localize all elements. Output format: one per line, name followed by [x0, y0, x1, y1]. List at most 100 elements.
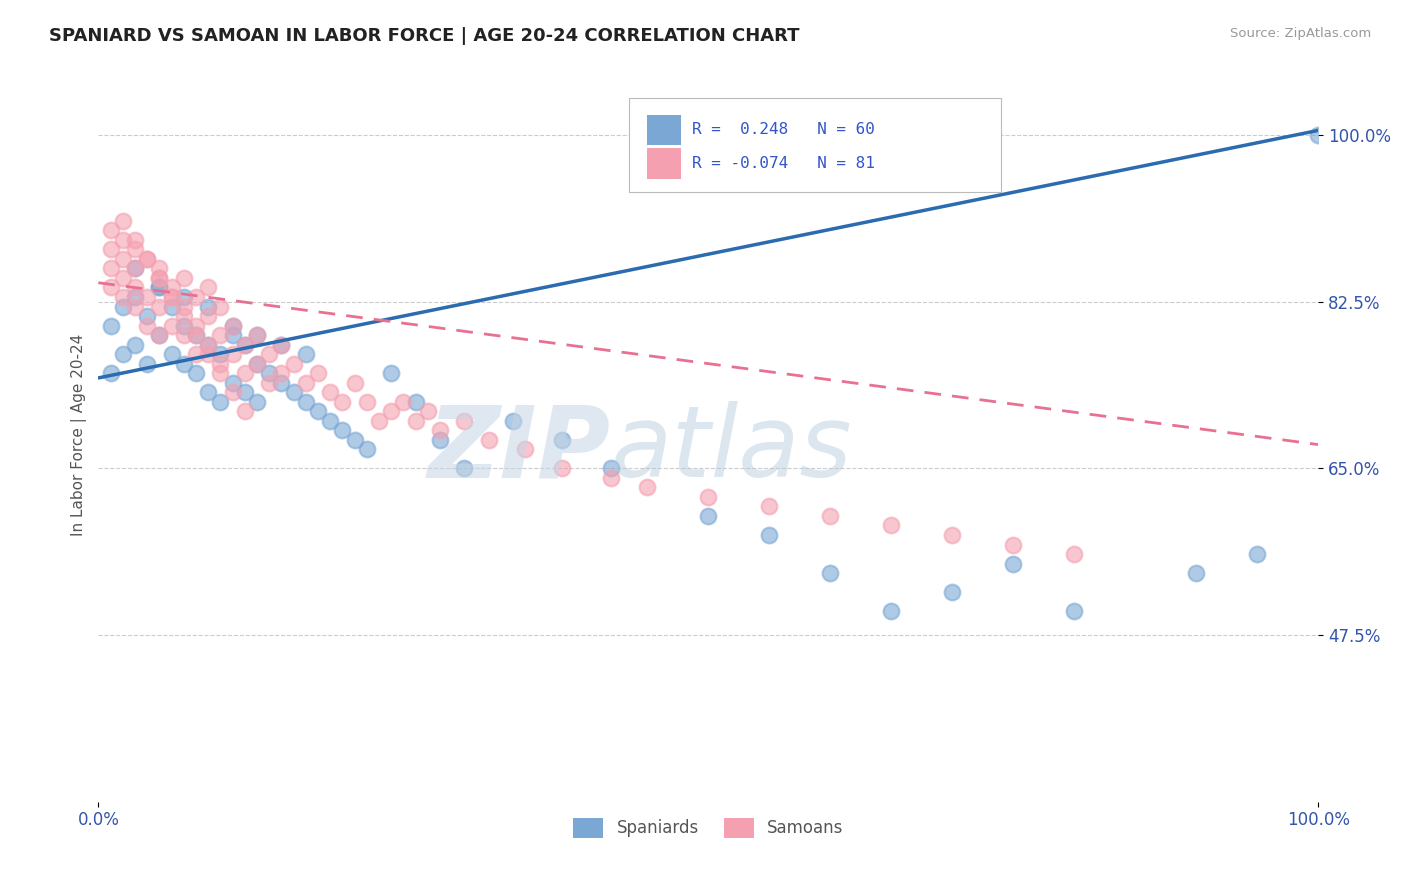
Point: [124, 337, 146, 351]
Point: [380, 366, 402, 380]
Point: [148, 328, 170, 343]
Point: [124, 243, 146, 257]
Point: [880, 604, 903, 618]
Point: [551, 461, 574, 475]
Point: [111, 347, 134, 361]
Point: [173, 318, 195, 333]
Point: [111, 271, 134, 285]
Text: R = -0.074   N = 81: R = -0.074 N = 81: [693, 155, 876, 170]
Point: [197, 300, 219, 314]
Point: [221, 328, 243, 343]
Point: [478, 433, 501, 447]
Point: [294, 347, 316, 361]
Point: [100, 318, 122, 333]
Point: [356, 394, 378, 409]
Point: [100, 243, 122, 257]
Point: [209, 300, 232, 314]
Point: [343, 433, 366, 447]
Point: [233, 366, 256, 380]
Point: [246, 357, 269, 371]
Point: [148, 271, 170, 285]
Point: [136, 290, 159, 304]
Point: [1002, 537, 1025, 551]
Point: [209, 357, 232, 371]
Point: [209, 328, 232, 343]
Point: [197, 337, 219, 351]
Point: [257, 366, 280, 380]
Point: [111, 214, 134, 228]
Point: [294, 376, 316, 390]
Point: [184, 328, 207, 343]
Point: [148, 280, 170, 294]
Point: [697, 490, 720, 504]
Point: [636, 480, 658, 494]
Point: [209, 347, 232, 361]
Point: [197, 337, 219, 351]
Point: [1308, 128, 1330, 143]
Point: [294, 394, 316, 409]
Point: [136, 318, 159, 333]
Point: [820, 508, 842, 523]
Text: Source: ZipAtlas.com: Source: ZipAtlas.com: [1230, 27, 1371, 40]
Point: [124, 290, 146, 304]
Point: [184, 318, 207, 333]
Point: [502, 414, 524, 428]
Point: [148, 328, 170, 343]
Point: [160, 300, 183, 314]
Point: [221, 385, 243, 400]
Point: [356, 442, 378, 457]
Point: [173, 357, 195, 371]
Point: [1185, 566, 1208, 580]
Point: [209, 366, 232, 380]
Point: [148, 300, 170, 314]
Point: [270, 366, 292, 380]
Point: [197, 347, 219, 361]
Point: [111, 252, 134, 266]
Point: [100, 223, 122, 237]
Point: [380, 404, 402, 418]
Point: [136, 252, 159, 266]
Point: [148, 280, 170, 294]
Point: [405, 394, 427, 409]
Point: [392, 394, 415, 409]
Point: [551, 433, 574, 447]
Point: [136, 357, 159, 371]
Point: [184, 347, 207, 361]
Point: [197, 385, 219, 400]
Point: [136, 252, 159, 266]
Point: [246, 328, 269, 343]
Point: [330, 423, 353, 437]
Point: [270, 376, 292, 390]
Point: [941, 528, 963, 542]
Point: [758, 500, 780, 514]
Point: [405, 414, 427, 428]
Text: SPANIARD VS SAMOAN IN LABOR FORCE | AGE 20-24 CORRELATION CHART: SPANIARD VS SAMOAN IN LABOR FORCE | AGE …: [49, 27, 800, 45]
Point: [173, 271, 195, 285]
Point: [197, 309, 219, 323]
Point: [330, 394, 353, 409]
Point: [270, 337, 292, 351]
Point: [1063, 604, 1085, 618]
Text: R =  0.248   N = 60: R = 0.248 N = 60: [693, 122, 876, 136]
Point: [233, 337, 256, 351]
Point: [368, 414, 391, 428]
Point: [820, 566, 842, 580]
Point: [184, 290, 207, 304]
Point: [599, 461, 621, 475]
Point: [173, 300, 195, 314]
Point: [160, 280, 183, 294]
Point: [184, 366, 207, 380]
Point: [100, 261, 122, 276]
Point: [111, 233, 134, 247]
Point: [148, 261, 170, 276]
Point: [209, 394, 232, 409]
Point: [283, 385, 305, 400]
Point: [160, 347, 183, 361]
Point: [941, 585, 963, 599]
Point: [124, 261, 146, 276]
Point: [197, 280, 219, 294]
Point: [880, 518, 903, 533]
Point: [246, 394, 269, 409]
Point: [160, 290, 183, 304]
Point: [283, 357, 305, 371]
